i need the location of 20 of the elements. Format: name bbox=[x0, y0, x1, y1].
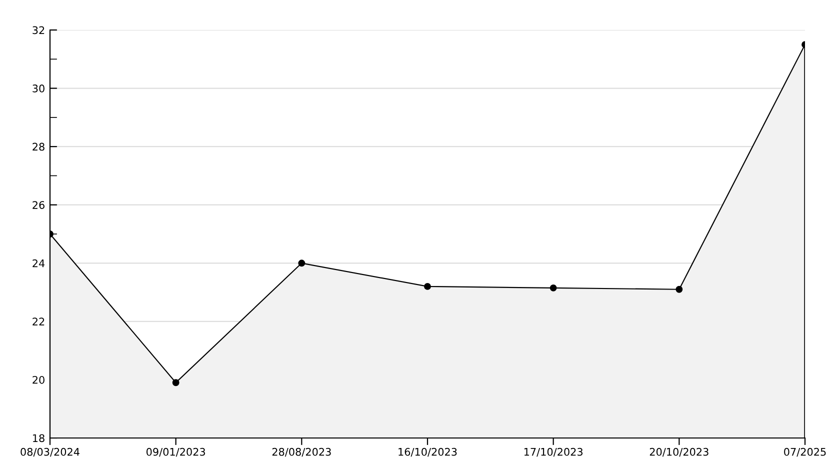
x-tick-label: 28/08/2023 bbox=[272, 448, 331, 457]
point bbox=[550, 284, 557, 292]
x-tick-label: 17/10/2023 bbox=[524, 448, 583, 457]
x-tick-label: 07/2025 bbox=[784, 448, 826, 457]
x-tick-label: 20/10/2023 bbox=[650, 448, 708, 457]
y-tick-label: 28 bbox=[32, 142, 44, 151]
x-tick-label: 16/10/2023 bbox=[398, 448, 457, 457]
y-tick-label: 30 bbox=[32, 84, 44, 92]
point bbox=[676, 286, 683, 293]
y-tick-label: 32 bbox=[32, 26, 44, 34]
y-tick-label: 20 bbox=[32, 376, 44, 384]
y-tick-label: 18 bbox=[33, 434, 44, 442]
point bbox=[298, 260, 306, 267]
x-tick-label: 09/01/2023 bbox=[146, 448, 206, 457]
point bbox=[172, 379, 180, 386]
y-tick-label: 26 bbox=[32, 201, 44, 209]
y-tick-label: 22 bbox=[32, 318, 44, 326]
x-tick-label: 08/03/2024 bbox=[20, 448, 80, 457]
y-tick-label: 24 bbox=[32, 259, 45, 268]
point bbox=[424, 282, 431, 290]
